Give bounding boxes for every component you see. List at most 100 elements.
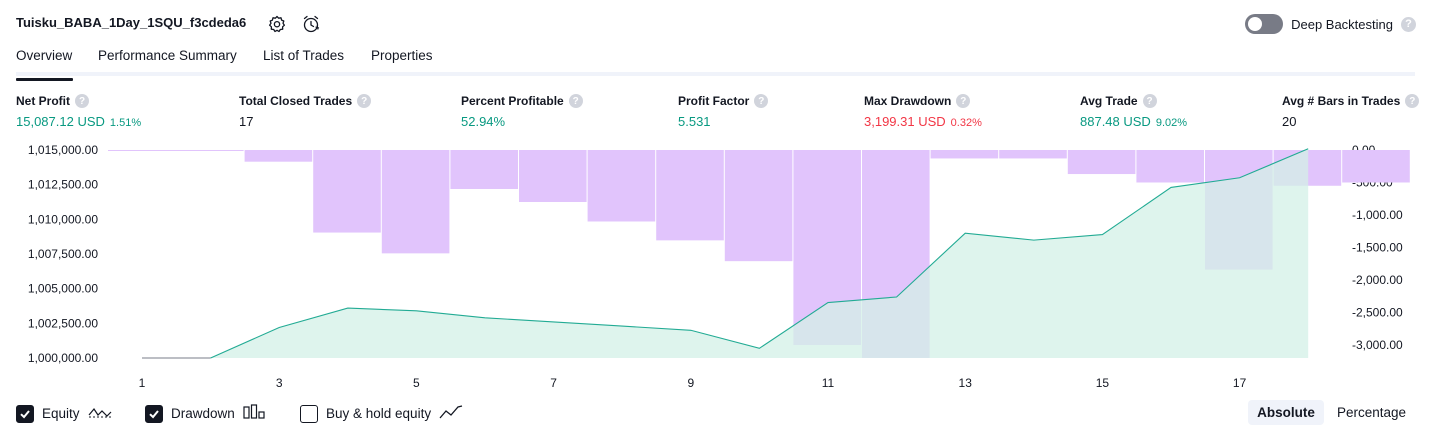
percentage-button[interactable]: Percentage: [1336, 405, 1406, 420]
metric-label: Avg Trade: [1080, 94, 1138, 108]
equity-drawdown-chart[interactable]: 1,015,000.00 1,012,500.00 1,010,000.00 1,00…: [0, 140, 1431, 395]
absolute-button[interactable]: Absolute: [1248, 400, 1324, 425]
metric-label: Profit Factor: [678, 94, 750, 108]
metric-value: 3,199.31 USD: [864, 114, 946, 129]
drawdown-bar: [999, 150, 1067, 159]
help-icon[interactable]: ?: [956, 94, 971, 108]
tab-list-of-trades[interactable]: List of Trades: [263, 48, 345, 63]
metric-value: 52.94%: [461, 114, 506, 129]
left-axis-tick: 1,007,500.00: [28, 247, 98, 261]
deep-backtesting-label: Deep Backtesting: [1291, 16, 1393, 32]
drawdown-bar: [930, 150, 999, 159]
x-axis-tick: 11: [822, 376, 835, 390]
right-axis-tick: -2,500.00: [1352, 306, 1403, 320]
help-icon[interactable]: ?: [568, 94, 583, 108]
equity-series: [142, 148, 1309, 359]
metric-avg-bars-in-trades: Avg # Bars in Trades? 20: [1282, 93, 1420, 129]
drawdown-label: Drawdown: [171, 406, 235, 421]
right-axis-tick: -1,000.00: [1352, 208, 1403, 222]
metric-value: 15,087.12 USD: [16, 114, 105, 129]
x-axis: 1 3 5 7 9 11 13 15 17: [139, 376, 1247, 390]
deep-backtesting-control: Deep Backtesting ?: [1245, 12, 1416, 36]
metric-net-profit: Net Profit? 15,087.12 USD 1.51%: [16, 93, 141, 129]
drawdown-toggle[interactable]: Drawdown: [145, 404, 265, 423]
tab-overview[interactable]: Overview: [16, 48, 74, 81]
drawdown-bar: [313, 150, 381, 233]
chart-footer: Equity Drawdown Buy & hold equity Absolu…: [16, 400, 1415, 430]
metric-avg-trade: Avg Trade? 887.48 USD 9.02%: [1080, 93, 1187, 129]
help-icon[interactable]: ?: [75, 94, 89, 108]
equity-toggle[interactable]: Equity: [16, 404, 112, 423]
left-axis: 1,015,000.00 1,012,500.00 1,010,000.00 1,00…: [28, 143, 98, 365]
equity-label: Equity: [42, 406, 80, 421]
metric-percent: 1.51%: [109, 117, 142, 129]
equity-area: [210, 148, 1309, 358]
metric-value: 17: [239, 114, 254, 129]
help-icon[interactable]: ?: [1405, 94, 1420, 108]
left-axis-tick: 1,010,000.00: [28, 212, 98, 226]
metric-max-drawdown: Max Drawdown? 3,199.31 USD 0.32%: [864, 93, 982, 129]
x-axis-tick: 13: [959, 376, 973, 390]
drawdown-bar: [656, 150, 724, 241]
left-axis-tick: 1,000,000.00: [28, 351, 98, 365]
metric-profit-factor: Profit Factor? 5.531: [678, 93, 769, 129]
drawdown-bar: [244, 150, 313, 162]
x-axis-tick: 1: [139, 376, 146, 390]
equity-line-icon: [88, 404, 112, 423]
left-axis-tick: 1,012,500.00: [28, 178, 98, 192]
drawdown-bar: [381, 150, 450, 254]
metric-label: Max Drawdown: [864, 94, 952, 108]
help-icon[interactable]: ?: [1401, 16, 1416, 32]
metric-label: Total Closed Trades: [239, 94, 353, 108]
buy-hold-label: Buy & hold equity: [326, 406, 432, 421]
drawdown-bar: [1136, 150, 1204, 183]
metric-total-closed-trades: Total Closed Trades? 17: [239, 93, 372, 129]
report-tabs: Overview Performance Summary List of Tra…: [16, 42, 1415, 81]
buy-hold-checkbox[interactable]: [300, 404, 318, 423]
report-header: Tuisku_BABA_1Day_1SQU_f3cdeda6 Deep Back…: [16, 10, 1416, 38]
help-icon[interactable]: ?: [357, 94, 372, 108]
drawdown-bar: [519, 150, 587, 202]
x-axis-tick: 7: [550, 376, 557, 390]
x-axis-tick: 3: [276, 376, 283, 390]
x-axis-tick: 5: [413, 376, 420, 390]
metric-value: 5.531: [678, 114, 711, 129]
drawdown-bars-icon: [243, 404, 265, 423]
right-axis: 0.00-500.00-1,000.00-1,500.00-2,000.00-2…: [1352, 143, 1403, 352]
metric-value: 20: [1282, 114, 1297, 129]
x-axis-tick: 17: [1233, 376, 1247, 390]
strategy-title: Tuisku_BABA_1Day_1SQU_f3cdeda6: [16, 15, 247, 30]
drawdown-bar: [724, 150, 793, 262]
equity-line: [210, 148, 1309, 359]
gear-icon[interactable]: [266, 13, 288, 35]
drawdown-bar: [1342, 150, 1410, 183]
metric-percent: 9.02%: [1155, 117, 1188, 129]
deep-backtesting-toggle[interactable]: [1245, 14, 1284, 34]
trend-line-icon: [439, 404, 463, 423]
metric-percent-profitable: Percent Profitable? 52.94%: [461, 93, 583, 129]
x-axis-tick: 9: [687, 376, 694, 390]
value-mode-switch: Absolute Percentage: [1248, 400, 1415, 425]
metric-label: Percent Profitable: [461, 94, 564, 108]
metric-value: 887.48 USD: [1080, 114, 1151, 129]
buy-hold-toggle[interactable]: Buy & hold equity: [300, 404, 463, 423]
tab-properties[interactable]: Properties: [371, 48, 433, 63]
metric-percent: 0.32%: [950, 117, 982, 129]
help-icon[interactable]: ?: [754, 94, 769, 108]
left-axis-tick: 1,002,500.00: [28, 316, 98, 330]
equity-checkbox[interactable]: [16, 404, 34, 423]
right-axis-tick: -1,500.00: [1352, 241, 1403, 255]
left-axis-tick: 1,005,000.00: [28, 282, 98, 296]
metric-label: Avg # Bars in Trades: [1282, 94, 1401, 108]
metric-label: Net Profit: [16, 94, 70, 108]
drawdown-checkbox[interactable]: [145, 404, 163, 423]
drawdown-bar: [1067, 150, 1136, 175]
right-axis-tick: -2,000.00: [1352, 273, 1403, 287]
drawdown-bar: [587, 150, 656, 222]
help-icon[interactable]: ?: [1142, 94, 1157, 108]
tab-performance-summary[interactable]: Performance Summary: [98, 48, 237, 63]
right-axis-tick: -3,000.00: [1352, 338, 1403, 352]
left-axis-tick: 1,015,000.00: [28, 143, 98, 157]
x-axis-tick: 15: [1096, 376, 1110, 390]
alarm-clock-icon[interactable]: [300, 13, 322, 35]
